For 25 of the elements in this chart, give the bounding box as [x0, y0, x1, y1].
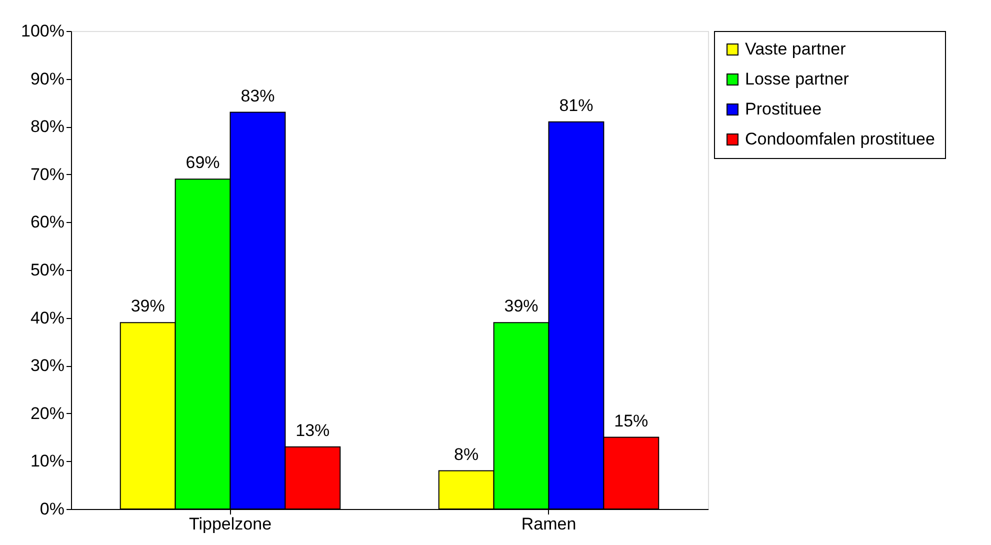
- x-tick-label: Ramen: [521, 514, 576, 534]
- data-label: 39%: [130, 296, 165, 316]
- y-tick-label: 80%: [30, 117, 64, 136]
- y-tick-label: 50%: [30, 260, 64, 280]
- y-tick-label: 20%: [30, 404, 64, 423]
- data-label: 13%: [296, 420, 330, 440]
- data-label: 81%: [559, 96, 594, 115]
- y-tick-label: 30%: [30, 356, 64, 376]
- y-tick-label: 100%: [21, 22, 64, 40]
- y-tick-label: 70%: [30, 164, 64, 184]
- legend-label: Condoomfalen prostituee: [745, 130, 935, 148]
- data-label: 39%: [504, 296, 538, 316]
- legend-label: Vaste partner: [745, 40, 846, 58]
- data-label: 15%: [614, 411, 648, 430]
- x-tick-label: Tippelzone: [188, 514, 272, 534]
- legend-label: Losse partner: [745, 70, 850, 88]
- legend-label: Prostituee: [745, 100, 822, 118]
- data-label: 8%: [454, 444, 479, 464]
- y-tick-label: 40%: [30, 308, 64, 328]
- y-tick-label: 60%: [30, 212, 64, 232]
- y-tick-label: 0%: [40, 500, 64, 518]
- y-tick-label: 10%: [30, 452, 64, 471]
- data-label: 69%: [186, 153, 220, 172]
- y-tick-label: 90%: [30, 69, 64, 88]
- data-label: 83%: [240, 86, 275, 106]
